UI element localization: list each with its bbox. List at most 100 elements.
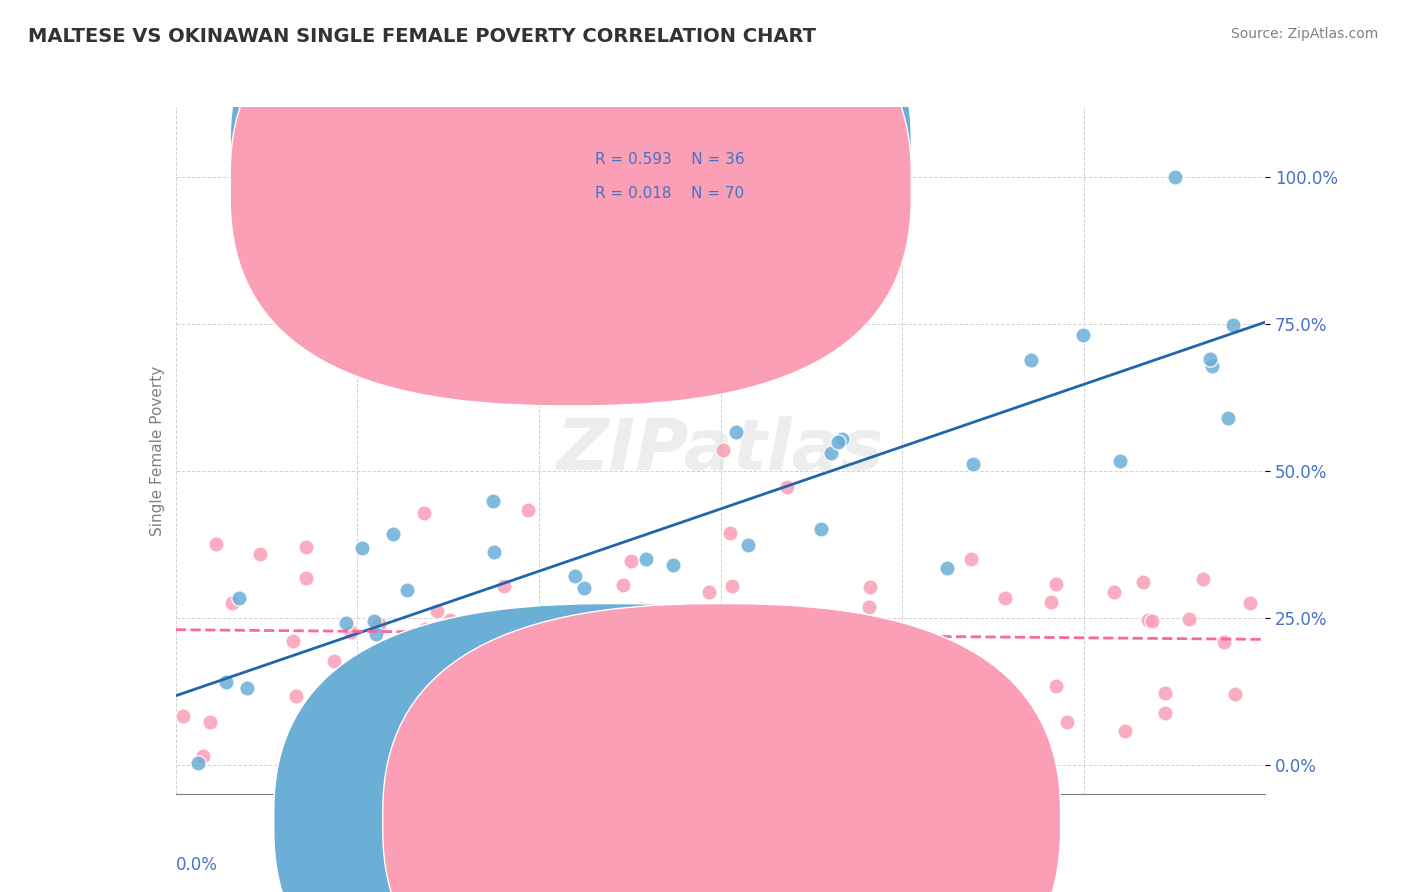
Point <box>496 667 519 681</box>
Point <box>1216 411 1239 425</box>
Text: Source: ZipAtlas.com: Source: ZipAtlas.com <box>1230 27 1378 41</box>
Point <box>1114 723 1136 738</box>
Point <box>820 445 842 459</box>
Point <box>831 432 853 446</box>
Point <box>221 595 243 609</box>
Point <box>516 503 538 517</box>
Point <box>382 527 405 541</box>
Point <box>561 698 583 713</box>
Point <box>1223 687 1246 701</box>
Point <box>198 714 221 729</box>
Point <box>725 425 748 439</box>
Point <box>564 569 586 583</box>
Point <box>1192 572 1215 586</box>
Point <box>340 625 363 640</box>
Point <box>721 579 744 593</box>
Point <box>508 701 530 715</box>
Point <box>187 756 209 770</box>
Point <box>1102 584 1125 599</box>
Point <box>322 654 344 668</box>
Point <box>810 522 832 536</box>
Point <box>1045 680 1067 694</box>
Point <box>994 591 1017 605</box>
Point <box>855 721 877 735</box>
Point <box>335 690 357 704</box>
Point <box>706 615 728 630</box>
Text: R = 0.018    N = 70: R = 0.018 N = 70 <box>595 186 744 201</box>
Point <box>249 547 271 561</box>
Point <box>215 675 238 690</box>
Point <box>1140 615 1163 629</box>
Point <box>936 561 959 575</box>
Point <box>859 581 882 595</box>
Point <box>630 671 652 685</box>
Point <box>1198 352 1220 367</box>
Point <box>482 545 505 559</box>
Point <box>439 614 461 628</box>
Point <box>612 578 634 592</box>
Point <box>619 554 641 568</box>
Point <box>1056 715 1078 730</box>
Point <box>316 745 339 759</box>
Point <box>413 506 436 520</box>
Point <box>436 660 458 674</box>
Point <box>1071 327 1094 342</box>
Point <box>228 591 250 606</box>
Point <box>1004 702 1026 716</box>
Point <box>335 616 357 631</box>
Text: Okinawans: Okinawans <box>740 814 823 829</box>
Point <box>703 674 725 689</box>
Point <box>295 571 318 585</box>
Point <box>172 708 194 723</box>
Point <box>193 749 215 764</box>
Point <box>468 698 491 712</box>
Point <box>858 600 880 615</box>
Point <box>1108 454 1130 468</box>
Point <box>1021 353 1043 368</box>
Point <box>295 540 318 554</box>
Point <box>1154 706 1177 720</box>
Point <box>1178 612 1201 626</box>
Point <box>492 579 515 593</box>
Point <box>988 719 1011 733</box>
Point <box>533 607 555 622</box>
Point <box>730 652 752 666</box>
Point <box>413 622 436 636</box>
Point <box>481 750 503 764</box>
Point <box>1213 635 1236 649</box>
FancyBboxPatch shape <box>536 138 862 220</box>
Point <box>396 583 419 598</box>
Point <box>1040 595 1063 609</box>
FancyBboxPatch shape <box>231 0 911 406</box>
Point <box>679 699 702 714</box>
Text: MALTESE VS OKINAWAN SINGLE FEMALE POVERTY CORRELATION CHART: MALTESE VS OKINAWAN SINGLE FEMALE POVERT… <box>28 27 815 45</box>
Text: ZIPatlas: ZIPatlas <box>557 416 884 485</box>
Point <box>697 584 720 599</box>
Point <box>1201 359 1223 373</box>
Point <box>959 552 981 566</box>
Point <box>1153 686 1175 700</box>
Y-axis label: Single Female Poverty: Single Female Poverty <box>149 366 165 535</box>
Point <box>475 636 498 650</box>
Point <box>1163 170 1185 185</box>
Point <box>1045 576 1067 591</box>
Point <box>636 551 658 566</box>
Point <box>931 686 953 700</box>
FancyBboxPatch shape <box>274 604 952 892</box>
Point <box>752 610 775 624</box>
Point <box>828 652 851 666</box>
Point <box>1132 574 1154 589</box>
Point <box>1239 596 1261 610</box>
Point <box>827 434 849 449</box>
Point <box>713 443 735 458</box>
Point <box>350 541 373 556</box>
Point <box>661 558 683 573</box>
Point <box>718 525 741 540</box>
Point <box>776 480 799 494</box>
Point <box>364 627 387 641</box>
Point <box>942 731 965 746</box>
Point <box>817 330 839 344</box>
Point <box>283 634 305 648</box>
Point <box>1222 318 1244 332</box>
Point <box>426 604 449 618</box>
